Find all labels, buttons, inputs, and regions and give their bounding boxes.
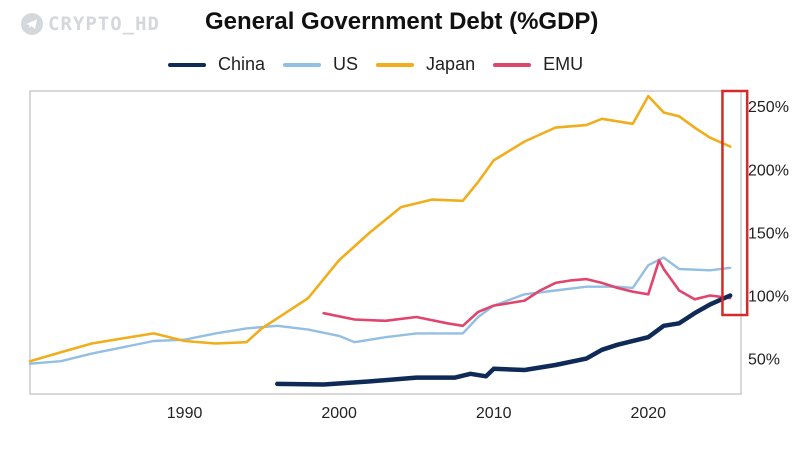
series-line-us	[28, 256, 732, 365]
y-tick-label: 250%	[748, 99, 789, 116]
plot-frame	[29, 90, 742, 395]
legend: China US Japan EMU	[168, 54, 583, 75]
legend-item-emu: EMU	[493, 54, 583, 75]
legend-swatch-us	[283, 62, 322, 67]
legend-item-us: US	[283, 54, 358, 75]
highlight-box	[721, 89, 749, 317]
legend-label-japan: Japan	[426, 54, 476, 74]
legend-swatch-emu	[493, 62, 532, 67]
y-tick-label: 100%	[748, 289, 789, 306]
series-layer	[28, 94, 733, 387]
series-line-japan	[28, 94, 732, 363]
legend-label-china: China	[218, 54, 266, 74]
legend-item-china: China	[168, 54, 265, 75]
x-tick-label: 2000	[321, 405, 357, 422]
y-axis-ticks: 50% 100% 150% 200% 250%	[748, 99, 789, 369]
x-tick-label: 2010	[476, 405, 512, 422]
y-tick-label: 150%	[748, 225, 789, 242]
chart-title: General Government Debt (%GDP)	[205, 8, 599, 35]
watermark: CRYPTO_HD	[20, 12, 160, 36]
x-axis-ticks: 1990 2000 2010 2020	[167, 405, 666, 422]
legend-label-emu: EMU	[543, 54, 584, 74]
x-tick-label: 2020	[630, 405, 666, 422]
legend-label-us: US	[333, 54, 359, 74]
legend-item-japan: Japan	[376, 54, 475, 75]
legend-swatch-japan	[376, 62, 415, 67]
x-tick-label: 1990	[167, 405, 203, 422]
y-tick-label: 50%	[748, 352, 780, 369]
y-tick-label: 200%	[748, 162, 789, 179]
watermark-text: CRYPTO_HD	[48, 13, 160, 35]
series-line-china	[275, 293, 733, 387]
legend-swatch-china	[168, 62, 206, 67]
telegram-icon	[21, 13, 43, 35]
series-line-emu	[322, 258, 732, 328]
